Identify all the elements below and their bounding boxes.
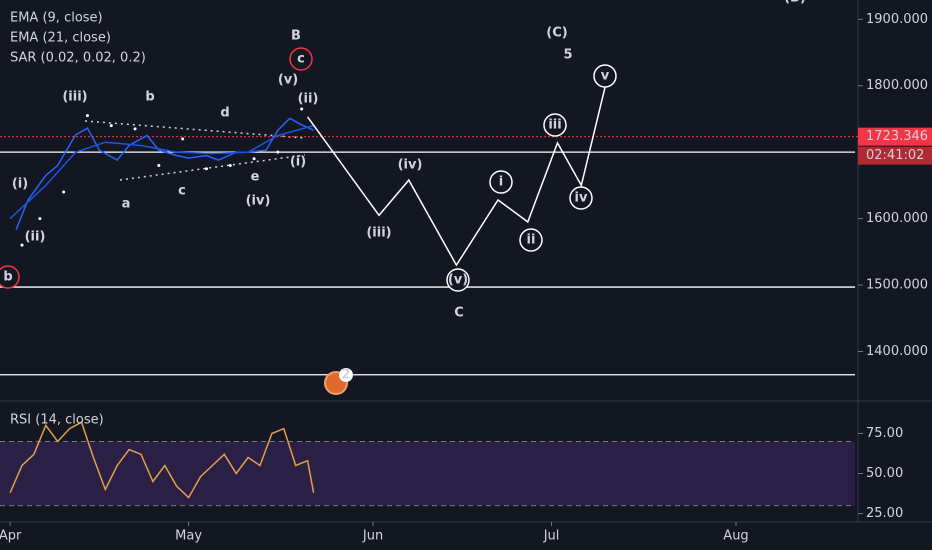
- y-tick-label: 1800.000: [866, 78, 928, 93]
- wave-label: C: [454, 306, 464, 321]
- wave-label: (i): [12, 177, 28, 192]
- event-badge: [339, 368, 353, 382]
- triangle-upper: [84, 120, 306, 139]
- wave-label: ii: [527, 233, 536, 248]
- sar-dot: [252, 157, 256, 161]
- x-tick-label: Apr: [0, 529, 22, 544]
- countdown-box: [858, 146, 932, 165]
- wave-circle: [593, 64, 617, 88]
- legend-label: RSI (14, close): [10, 413, 104, 428]
- y-tick-label: 1900.000: [866, 12, 928, 27]
- wave-label: (C): [546, 26, 567, 41]
- sar-dot: [20, 243, 24, 247]
- rsi-band: [0, 441, 855, 506]
- sar-dot: [157, 163, 161, 167]
- wave-label: b: [145, 90, 154, 105]
- x-tick-label: May: [175, 529, 202, 544]
- wave-label: 5: [563, 48, 572, 63]
- sar-dot: [38, 217, 42, 221]
- series-line: [15, 117, 314, 231]
- countdown-label: 02:41:02: [866, 148, 924, 163]
- wave-label: B: [291, 29, 301, 44]
- wave-label: a: [122, 197, 131, 212]
- wave-label: e: [251, 170, 260, 185]
- wave-label: iv: [575, 191, 588, 206]
- x-tick-label: Jul: [543, 529, 560, 544]
- legend-label: EMA (9, close): [10, 11, 103, 26]
- wave-label: c: [297, 52, 305, 67]
- wave-label: (ii): [25, 230, 46, 245]
- triangle-lower: [119, 154, 306, 181]
- wave-label: iii: [548, 118, 561, 133]
- sar-dot: [228, 163, 232, 167]
- wave-label: (i): [290, 155, 306, 170]
- wave-circle: [446, 268, 470, 292]
- y-tick-label: 1600.000: [866, 211, 928, 226]
- wave-label: c: [178, 184, 186, 199]
- sar-dot: [276, 150, 280, 154]
- x-tick-label: Jun: [362, 529, 383, 544]
- wave-circle: [289, 47, 313, 71]
- event-count: 2: [341, 368, 350, 383]
- wave-label: (v): [448, 273, 468, 288]
- y-tick-label: 1400.000: [866, 344, 928, 359]
- wave-label: (v): [278, 73, 298, 88]
- last-price-label: 1723.346: [866, 129, 928, 144]
- sar-dot: [204, 167, 208, 171]
- sar-dot: [109, 124, 113, 128]
- wave-label: (iii): [366, 226, 391, 241]
- projection-line: [306, 86, 606, 267]
- legend-label: SAR (0.02, 0.02, 0.2): [10, 51, 146, 66]
- wave-label: (iii): [62, 90, 87, 105]
- wave-circle: [519, 228, 543, 252]
- sar-dot: [133, 127, 137, 131]
- wave-label: d: [220, 106, 229, 121]
- sar-dot: [62, 190, 66, 194]
- wave-label: b: [3, 270, 12, 285]
- wave-label: (ii): [298, 92, 319, 107]
- wave-label: (iv): [246, 194, 271, 209]
- y-tick-label: 75.00: [866, 426, 903, 441]
- wave-label: (iv): [398, 158, 423, 173]
- wave-label: (B): [784, 0, 806, 6]
- x-tick-label: Aug: [723, 529, 748, 544]
- sar-dot: [181, 137, 185, 141]
- wave-circle: [543, 113, 567, 137]
- wave-label: i: [499, 175, 503, 190]
- series-line: [9, 421, 315, 499]
- sar-dot: [85, 114, 89, 118]
- wave-circle: [0, 265, 20, 289]
- legend-label: EMA (21, close): [10, 31, 111, 46]
- series-line: [9, 124, 314, 220]
- wave-label: v: [601, 69, 610, 84]
- last-price-box: [858, 127, 932, 146]
- y-tick-label: 1500.000: [866, 278, 928, 293]
- y-tick-label: 50.00: [866, 466, 903, 481]
- wave-circle: [569, 186, 593, 210]
- sar-dot: [300, 107, 304, 111]
- wave-circle: [489, 170, 513, 194]
- y-tick-label: 25.00: [866, 506, 903, 521]
